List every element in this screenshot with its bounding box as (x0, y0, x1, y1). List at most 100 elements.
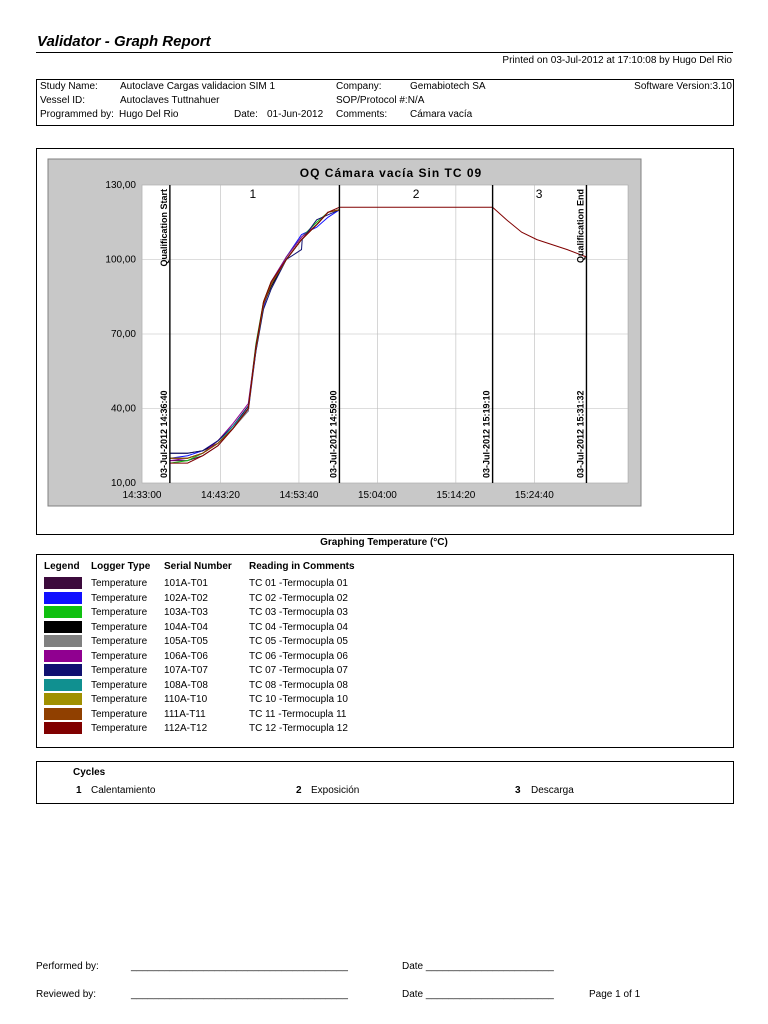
legend-color-swatch (44, 591, 82, 604)
legend-color-swatch (44, 649, 82, 662)
cycle-number-label: 2 (413, 187, 420, 201)
logger-type-cell: Temperature (91, 679, 148, 691)
grid-lines (141, 184, 628, 484)
serial-number-cell: 112A-T12 (164, 723, 208, 734)
comments-value: Cámara vacía (410, 109, 473, 120)
cycle-markers: 03-Jul-2012 14:36:40 Qualification Start 0… (159, 185, 588, 483)
reading-cell: TC 07 -Termocupla 07 (249, 665, 348, 676)
cycles-box: Cycles 1 Calentamiento 2 Exposición 3 De… (36, 761, 734, 804)
page-number: Page 1 of 1 (589, 989, 641, 1000)
cycles-title: Cycles (73, 767, 106, 778)
x-tick-labels: 14:33:00 14:43:20 14:53:40 15:04:00 15:14:20… (123, 490, 555, 501)
legend-color-swatch (44, 707, 82, 720)
marker-timestamp: 03-Jul-2012 14:36:40 (159, 390, 169, 478)
cycle-name-2: Exposición (311, 785, 360, 796)
logger-type-cell: Temperature (91, 694, 148, 705)
performed-by-label: Performed by: (36, 961, 99, 972)
legend-row: Temperature 112A-T12 TC 12 -Termocupla 12 (37, 722, 727, 736)
serial-number-cell: 102A-T02 (164, 592, 208, 604)
marker-timestamp: 03-Jul-2012 15:19:10 (482, 390, 492, 478)
company-value: Gemabiotech SA (410, 81, 486, 92)
study-name-label: Study Name: (40, 81, 98, 92)
serial-number-cell: 110A-T10 (164, 694, 208, 705)
reading-header: Reading in Comments (249, 561, 355, 572)
legend-color-swatch (44, 678, 82, 691)
x-tick-label: 14:33:00 (123, 490, 162, 501)
reviewed-by-label: Reviewed by: (36, 989, 97, 1000)
marker-name: Qualification Start (159, 189, 169, 267)
legend-row: Temperature 111A-T11 TC 11 -Termocupla 11 (37, 707, 727, 722)
vessel-id-label: Vessel ID: (40, 95, 86, 106)
sop-protocol: SOP/Protocol #:N/A (336, 95, 425, 106)
date-label: Date: (234, 109, 258, 120)
chart-box: OQ Cámara vacía Sin TC 09 10,00 40,00 70,0… (36, 148, 734, 535)
x-tick-label: 14:53:40 (279, 490, 318, 501)
reading-cell: TC 12 -Termocupla 12 (249, 723, 348, 734)
serial-number-cell: 108A-T08 (164, 679, 208, 691)
y-tick-labels: 10,00 40,00 70,00 100,00 130,00 (105, 180, 136, 489)
study-info-box: Study Name: Autoclave Cargas validacion … (36, 79, 734, 126)
x-tick-label: 15:24:40 (515, 490, 554, 501)
legend-color-swatch (44, 577, 82, 589)
x-tick-label: 14:43:20 (201, 490, 240, 501)
reading-cell: TC 04 -Termocupla 04 (249, 621, 348, 633)
cycle-number-3: 3 (515, 785, 521, 796)
company-label: Company: (336, 81, 382, 92)
reading-cell: TC 05 -Termocupla 05 (249, 636, 348, 647)
y-tick-label: 100,00 (105, 255, 136, 266)
serial-number-cell: 107A-T07 (164, 665, 208, 676)
x-tick-label: 15:04:00 (358, 490, 397, 501)
legend-box: Legend Logger Type Serial Number Reading… (36, 554, 734, 748)
series-lines (170, 206, 587, 464)
reading-cell: TC 01 -Termocupla 01 (249, 578, 348, 589)
legend-color-swatch (44, 635, 82, 647)
legend-row: Temperature 108A-T08 TC 08 -Termocupla 08 (37, 678, 727, 693)
logger-type-cell: Temperature (91, 708, 148, 720)
reading-cell: TC 06 -Termocupla 06 (249, 650, 348, 662)
legend-row: Temperature 103A-T03 TC 03 -Termocupla 03 (37, 606, 727, 620)
series-line-tc-12 (170, 206, 587, 464)
reading-cell: TC 02 -Termocupla 02 (249, 592, 348, 604)
logger-type-cell: Temperature (91, 636, 148, 647)
serial-number-cell: 105A-T05 (164, 636, 208, 647)
logger-type-cell: Temperature (91, 650, 148, 662)
programmed-by-value: Hugo Del Rio (119, 109, 179, 120)
legend-row: Temperature 101A-T01 TC 01 -Termocupla 01 (37, 577, 727, 591)
cycle-name-1: Calentamiento (91, 785, 156, 796)
performed-by-line: _______________________________________ (131, 961, 348, 972)
report-title: Validator - Graph Report (37, 33, 211, 50)
legend-color-swatch (44, 664, 82, 676)
legend-row: Temperature 102A-T02 TC 02 -Termocupla 02 (37, 591, 727, 606)
y-tick-label: 70,00 (111, 329, 136, 340)
legend-color-swatch (44, 722, 82, 734)
cycle-number-1: 1 (76, 785, 82, 796)
reading-cell: TC 11 -Termocupla 11 (249, 708, 347, 720)
y-tick-label: 130,00 (105, 180, 136, 191)
reading-cell: TC 03 -Termocupla 03 (249, 607, 348, 618)
legend-row: Temperature 107A-T07 TC 07 -Termocupla 07 (37, 664, 727, 678)
serial-number-cell: 101A-T01 (164, 578, 208, 589)
y-tick-label: 40,00 (111, 404, 136, 415)
vessel-id-value: Autoclaves Tuttnahuer (120, 95, 220, 106)
marker-timestamp: 03-Jul-2012 14:59:00 (328, 390, 338, 478)
software-version: Software Version:3.10 (634, 81, 732, 92)
logger-type-cell: Temperature (91, 578, 148, 589)
temperature-chart: OQ Cámara vacía Sin TC 09 10,00 40,00 70,0… (47, 158, 642, 507)
logger-type-cell: Temperature (91, 723, 148, 734)
reading-cell: TC 10 -Termocupla 10 (249, 694, 348, 705)
cycle-number-label: 1 (250, 187, 257, 201)
reading-cell: TC 08 -Termocupla 08 (249, 679, 348, 691)
performed-date-line: Date _______________________ (402, 961, 554, 972)
logger-type-header: Logger Type (91, 561, 151, 572)
chart-title: OQ Cámara vacía Sin TC 09 (300, 166, 482, 180)
programmed-by-label: Programmed by: (40, 109, 114, 120)
y-tick-label: 10,00 (111, 478, 136, 489)
logger-type-cell: Temperature (91, 621, 148, 633)
graph-caption: Graphing Temperature (°C) (320, 537, 448, 548)
logger-type-cell: Temperature (91, 607, 148, 618)
study-name-value: Autoclave Cargas validacion SIM 1 (120, 81, 276, 92)
date-value: 01-Jun-2012 (267, 109, 324, 120)
serial-number-header: Serial Number (164, 561, 232, 572)
serial-number-cell: 111A-T11 (164, 708, 206, 720)
legend-row: Temperature 110A-T10 TC 10 -Termocupla 10 (37, 693, 727, 707)
